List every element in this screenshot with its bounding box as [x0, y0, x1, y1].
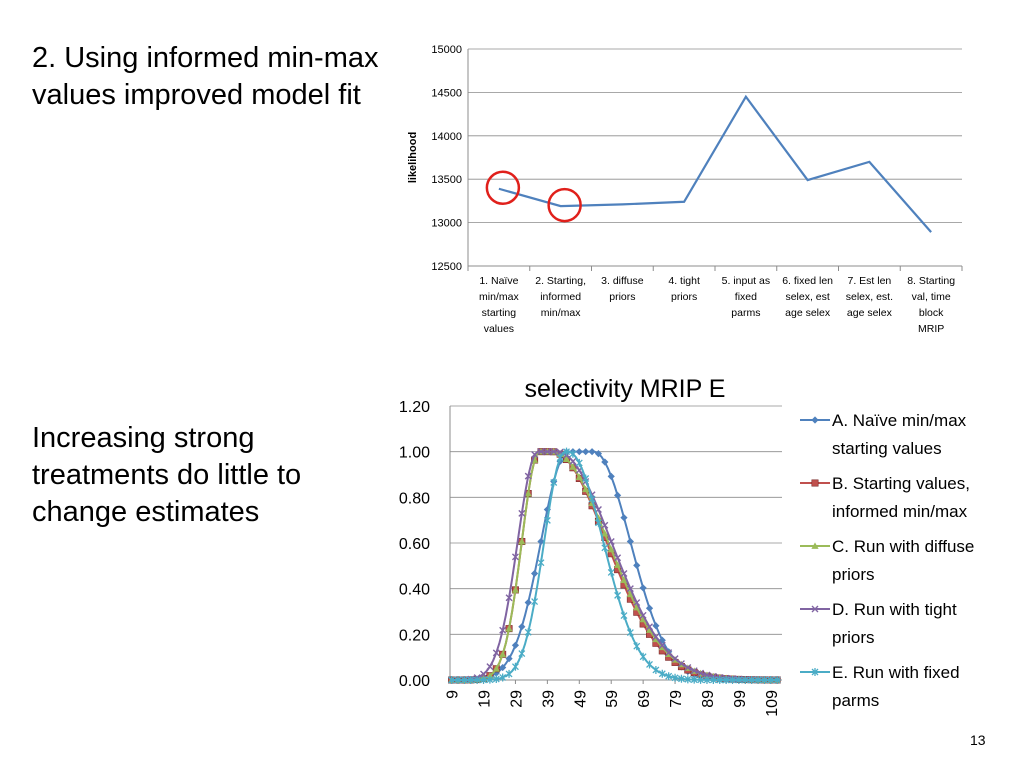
category-label: min/max	[479, 291, 519, 303]
category-label: informed	[540, 291, 581, 303]
category-label: 5. input as	[722, 275, 770, 287]
y-tick-label: 13500	[431, 174, 462, 186]
category-label: 7. Est len	[847, 275, 891, 287]
category-label: starting	[482, 307, 517, 319]
category-label: age selex	[847, 307, 893, 319]
y-tick-label: 14000	[431, 131, 462, 143]
category-label: MRIP	[918, 323, 944, 335]
category-label: 2. Starting,	[535, 275, 586, 287]
page-number: 13	[970, 732, 986, 748]
highlight-circle	[547, 187, 582, 223]
category-label: block	[919, 307, 944, 319]
y-tick-label: 12500	[431, 261, 462, 273]
category-label: priors	[671, 291, 697, 303]
category-label: 8. Starting	[907, 275, 955, 287]
category-label: selex, est.	[846, 291, 893, 303]
y-tick-label: 13000	[431, 218, 462, 230]
category-label: 3. diffuse	[601, 275, 644, 287]
category-label: fixed	[735, 291, 757, 303]
category-label: val, time	[912, 291, 951, 303]
category-label: selex, est	[785, 291, 829, 303]
likelihood-series-line	[498, 94, 932, 233]
category-label: 1. Naïve	[479, 275, 518, 287]
slide-text-treatments: Increasing strong treatments do little t…	[32, 422, 302, 528]
category-label: values	[484, 323, 514, 335]
category-label: priors	[609, 291, 635, 303]
category-label: 4. tight	[668, 275, 700, 287]
category-label: parms	[731, 307, 760, 319]
slide-text-model-fit: 2. Using informed min-max values improve…	[32, 42, 379, 111]
highlight-circle	[485, 170, 521, 205]
category-label: min/max	[541, 307, 581, 319]
category-label: 6. fixed len	[782, 275, 833, 287]
y-tick-label: 14500	[431, 87, 462, 99]
y-axis-label: likelihood	[407, 132, 419, 183]
category-label: age selex	[785, 307, 831, 319]
y-tick-label: 15000	[431, 44, 462, 56]
